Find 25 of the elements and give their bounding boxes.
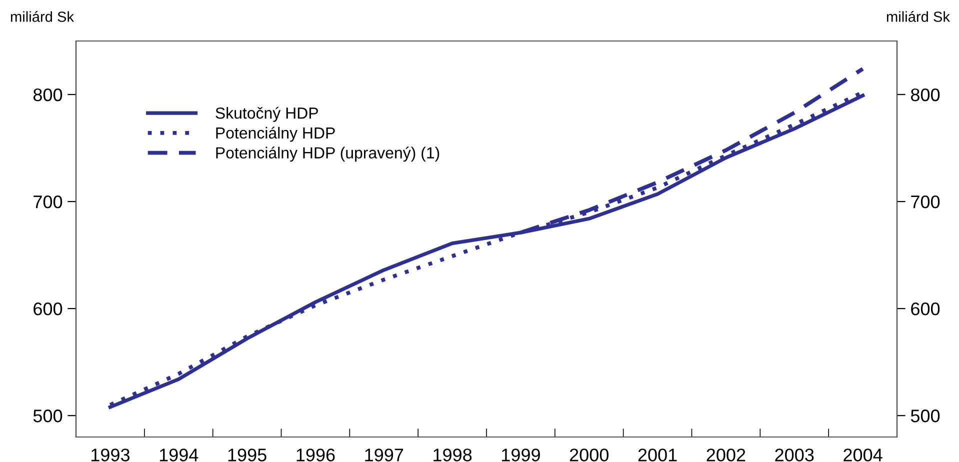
x-tick-label: 2004 bbox=[844, 448, 882, 462]
x-tick-label: 1995 bbox=[228, 448, 266, 462]
x-tick-label: 2003 bbox=[775, 448, 814, 462]
y2-axis-title: miliárd Sk bbox=[886, 11, 950, 22]
y-tick-label: 500 bbox=[33, 410, 62, 422]
x-tick-label: 2001 bbox=[638, 448, 677, 462]
legend-label: Potenciálny HDP (upravený) (1) bbox=[216, 146, 440, 162]
legend-label: Skutočný HDP bbox=[216, 106, 318, 122]
y-tick-label: 600 bbox=[34, 302, 62, 316]
x-tick-label: 1996 bbox=[296, 448, 335, 462]
x-tick-label: 2000 bbox=[570, 448, 609, 462]
y-tick-label: 700 bbox=[34, 195, 62, 208]
y2-tick-label: 500 bbox=[910, 410, 940, 422]
legend-label: Potenciálny HDP bbox=[216, 126, 335, 142]
y2-tick-label: 700 bbox=[911, 195, 940, 208]
y2-tick-label: 600 bbox=[911, 302, 940, 316]
y2-tick-label: 800 bbox=[910, 88, 940, 102]
x-tick-label: 1997 bbox=[365, 448, 404, 462]
x-tick-label: 2002 bbox=[706, 448, 746, 462]
x-tick-label: 1999 bbox=[502, 448, 540, 462]
y-tick-label: 800 bbox=[33, 88, 62, 102]
x-tick-label: 1993 bbox=[92, 448, 130, 462]
x-tick-label: 1994 bbox=[160, 448, 198, 462]
y-axis-title: miliárd Sk bbox=[10, 11, 74, 22]
x-tick-label: 1998 bbox=[434, 448, 472, 462]
